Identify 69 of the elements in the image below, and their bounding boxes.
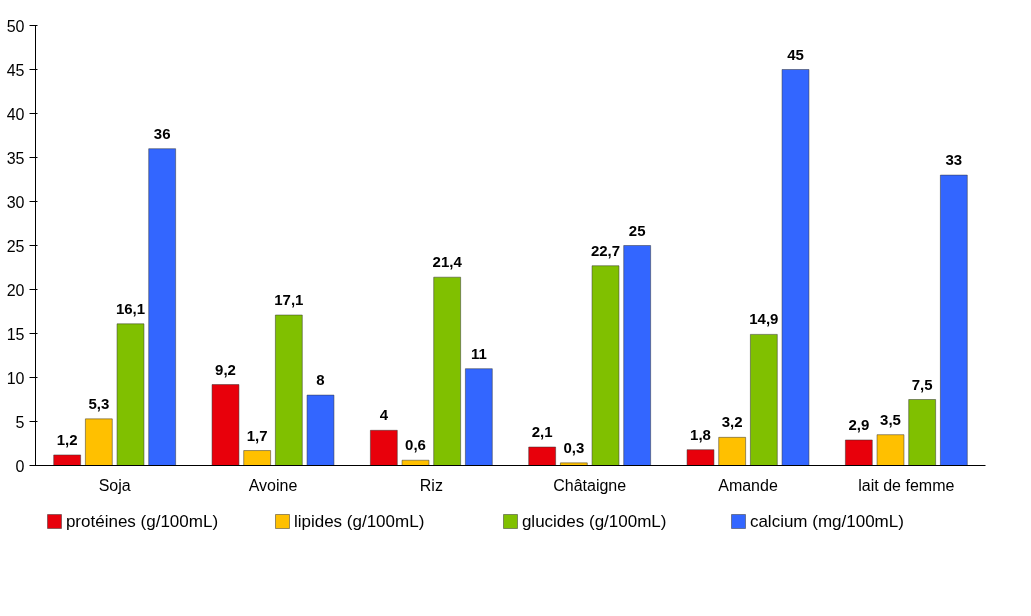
bar: [876, 434, 905, 466]
data-label: 5,3: [88, 394, 110, 412]
data-label: 1,8: [690, 425, 711, 443]
bar: [148, 148, 176, 466]
y-tick-label: 45: [6, 61, 25, 79]
data-label: 21,4: [432, 253, 463, 271]
bar: [275, 314, 303, 466]
bar: [243, 450, 271, 466]
data-label: 11: [470, 344, 487, 362]
data-label: 33: [945, 151, 963, 169]
y-tick-label: 30: [6, 193, 25, 211]
bar: [401, 459, 430, 466]
bar: [433, 276, 461, 466]
bar: [908, 399, 936, 466]
bar: [560, 462, 588, 466]
y-tick-label: 15: [6, 325, 25, 343]
bar: [940, 174, 968, 466]
bar: [211, 384, 240, 466]
data-label: 45: [787, 45, 804, 63]
x-tick-label: Châtaigne: [553, 476, 627, 494]
data-label: 9,2: [215, 360, 236, 378]
data-label: 8: [316, 371, 325, 389]
bar: [85, 418, 113, 466]
data-label: 2,9: [848, 415, 870, 433]
data-label: 1,7: [246, 426, 268, 444]
x-tick-label: Soja: [98, 476, 131, 494]
bar: [306, 394, 335, 466]
bar: [750, 334, 778, 466]
legend-label: protéines (g/100mL): [65, 512, 219, 531]
y-tick-label: 40: [6, 105, 25, 123]
bar: [591, 265, 620, 466]
data-label: 14,9: [749, 310, 779, 328]
y-tick-label: 5: [15, 413, 25, 431]
data-label: 17,1: [274, 291, 304, 309]
data-label: 36: [153, 124, 171, 142]
data-label: 4: [379, 406, 389, 424]
data-label: 0,3: [563, 438, 585, 456]
y-tick-label: 10: [6, 369, 25, 387]
bar: [686, 449, 715, 466]
y-tick-label: 25: [6, 237, 25, 255]
x-tick-label: Riz: [419, 476, 443, 494]
bar: [528, 446, 556, 466]
x-tick-label: Amande: [718, 476, 778, 494]
data-label: 16,1: [115, 299, 146, 317]
data-label: 1,2: [56, 430, 78, 448]
y-tick-label: 50: [6, 17, 25, 35]
y-tick-label: 0: [15, 457, 25, 475]
y-tick-label: 20: [6, 281, 25, 299]
bar: [465, 368, 493, 466]
legend-label: lipides (g/100mL): [293, 512, 425, 531]
legend-label: calcium (mg/100mL): [749, 512, 904, 531]
bar: [370, 430, 398, 466]
bar: [53, 454, 81, 466]
data-label: 0,6: [405, 436, 426, 454]
data-label: 7,5: [911, 375, 933, 393]
legend-label: glucides (g/100mL): [521, 512, 667, 531]
data-label: 2,1: [531, 423, 553, 441]
bar: [623, 245, 651, 466]
bar: [718, 437, 746, 466]
x-tick-label: lait de femme: [858, 476, 955, 494]
bar: [781, 69, 810, 466]
data-label: 3,5: [880, 410, 901, 428]
data-label: 3,2: [721, 413, 743, 431]
bar: [845, 439, 873, 466]
x-tick-label: Avoine: [248, 476, 298, 494]
bar: [116, 323, 145, 466]
data-label: 25: [628, 221, 646, 239]
data-label: 22,7: [590, 241, 621, 259]
y-tick-label: 35: [6, 149, 25, 167]
